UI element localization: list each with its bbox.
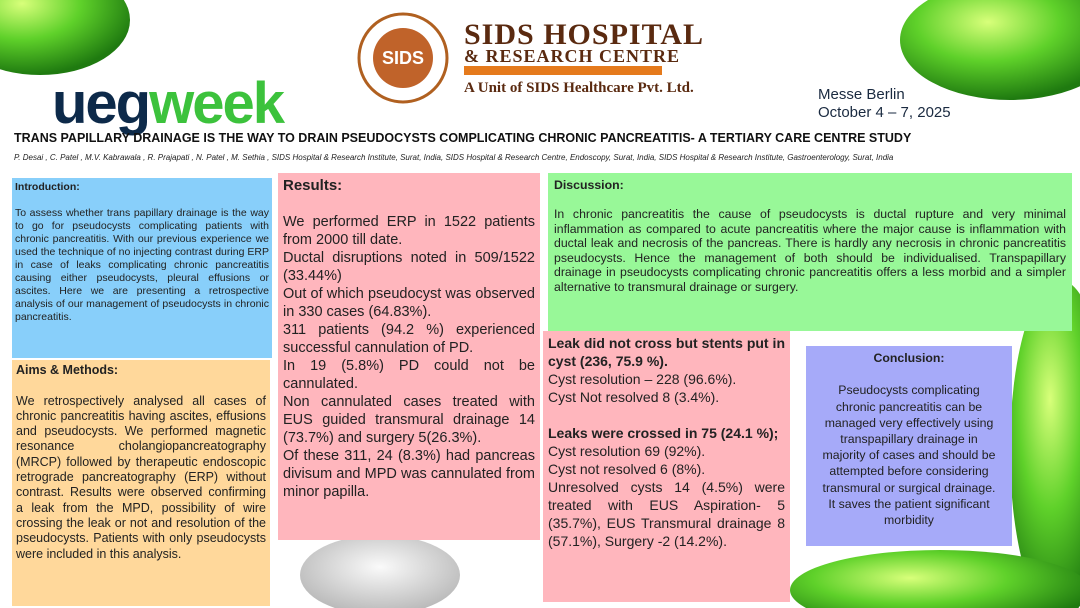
paragraph: We performed ERP in 1522 patients from 2… bbox=[283, 214, 535, 248]
paragraph: Unresolved cysts 14 (4.5%) were treated … bbox=[548, 479, 785, 549]
paragraph: Of these 311, 24 (8.3%) had pancreas div… bbox=[283, 448, 535, 500]
venue: Messe Berlin bbox=[818, 86, 905, 103]
heading: Discussion: bbox=[554, 178, 624, 192]
results: Results: We performed ERP in 1522 patien… bbox=[278, 173, 540, 540]
body: We retrospectively analysed all cases of… bbox=[16, 393, 266, 561]
conclusion: Conclusion: Pseudocysts complicating chr… bbox=[806, 346, 1012, 546]
title: TRANS PAPILLARY DRAINAGE IS THE WAY TO D… bbox=[14, 131, 912, 145]
paragraph: Cyst not resolved 6 (8%). bbox=[548, 461, 706, 477]
discussion: Discussion: In chronic pancreatitis the … bbox=[548, 173, 1072, 331]
paragraph: 311 patients (94.2 %) experienced succes… bbox=[283, 322, 535, 356]
body: Pseudocysts complicating chronic pancrea… bbox=[822, 383, 996, 528]
hospital-sub: & RESEARCH CENTRE bbox=[464, 46, 681, 66]
emblem-text: SIDS bbox=[382, 48, 424, 68]
logo: uegweek bbox=[52, 70, 285, 137]
outcomes: Leak did not cross but stents put in cys… bbox=[543, 331, 790, 602]
paragraph: Leaks were crossed in 75 (24.1 %); bbox=[548, 425, 779, 441]
hospital-name: SIDS HOSPITAL bbox=[464, 18, 705, 51]
paragraph: Cyst resolution 69 (92%). bbox=[548, 443, 706, 459]
body: To assess whether trans papillary draina… bbox=[15, 207, 269, 323]
heading: Results: bbox=[283, 177, 343, 194]
paragraph: Cyst Not resolved 8 (3.4%). bbox=[548, 389, 720, 405]
logo-ueg: ueg bbox=[52, 71, 151, 136]
heading: Aims & Methods: bbox=[16, 363, 119, 377]
hospital-unit: A Unit of SIDS Healthcare Pvt. Ltd. bbox=[464, 80, 694, 96]
paragraph: Cyst resolution – 228 (96.6%). bbox=[548, 371, 737, 387]
paragraph: Leak did not cross but stents put in cys… bbox=[548, 335, 785, 369]
paragraph: In 19 (5.8%) PD could not be cannulated. bbox=[283, 358, 535, 392]
dates: October 4 – 7, 2025 bbox=[818, 104, 951, 121]
authors: P. Desai , C. Patel , M.V. Kabrawala , R… bbox=[14, 153, 894, 162]
introduction: Introduction: To assess whether trans pa… bbox=[12, 178, 272, 358]
heading: Conclusion: bbox=[873, 351, 945, 365]
logo-week: week bbox=[149, 71, 285, 136]
heading: Introduction: bbox=[15, 181, 80, 193]
body: In chronic pancreatitis the cause of pse… bbox=[554, 207, 1066, 294]
paragraph: Non cannulated cases treated with EUS gu… bbox=[283, 394, 535, 446]
paragraph: Ductal disruptions noted in 509/1522 (33… bbox=[283, 250, 535, 284]
aims-methods: Aims & Methods: We retrospectively analy… bbox=[12, 360, 270, 606]
paragraph: Out of which pseudocyst was observed in … bbox=[283, 286, 535, 320]
